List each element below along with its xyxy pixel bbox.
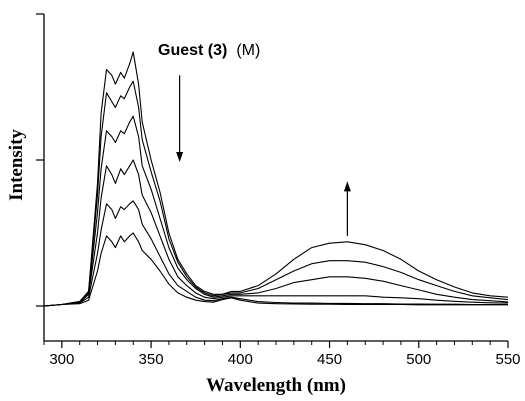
guest-annotation-bold: Guest (3) bbox=[158, 42, 227, 59]
x-tick-label: 300 bbox=[49, 351, 74, 368]
guest-annotation-unit: (M) bbox=[236, 42, 260, 59]
x-tick-label: 550 bbox=[495, 351, 520, 368]
series-line-5 bbox=[43, 200, 508, 307]
y-axis-title: Intensity bbox=[6, 129, 27, 201]
series-line-4 bbox=[43, 159, 509, 307]
x-tick-label: 350 bbox=[139, 351, 164, 368]
arrow-head-down bbox=[176, 152, 184, 162]
x-axis-title: Wavelength (nm) bbox=[206, 375, 346, 396]
x-tick-label: 400 bbox=[228, 351, 253, 368]
guest-annotation: Guest (3) (M) bbox=[158, 42, 260, 59]
series-line-2 bbox=[43, 80, 509, 307]
arrow-head-up bbox=[343, 181, 351, 192]
arrows bbox=[176, 75, 351, 236]
x-tick-label: 450 bbox=[317, 351, 342, 368]
series-group bbox=[43, 51, 509, 307]
x-tick-label: 500 bbox=[406, 351, 431, 368]
series-line-6 bbox=[43, 232, 508, 307]
x-ticks: 300 350 400 450 500 550 bbox=[43, 341, 521, 368]
series-line-3 bbox=[43, 115, 509, 307]
series-line-1 bbox=[43, 51, 509, 307]
